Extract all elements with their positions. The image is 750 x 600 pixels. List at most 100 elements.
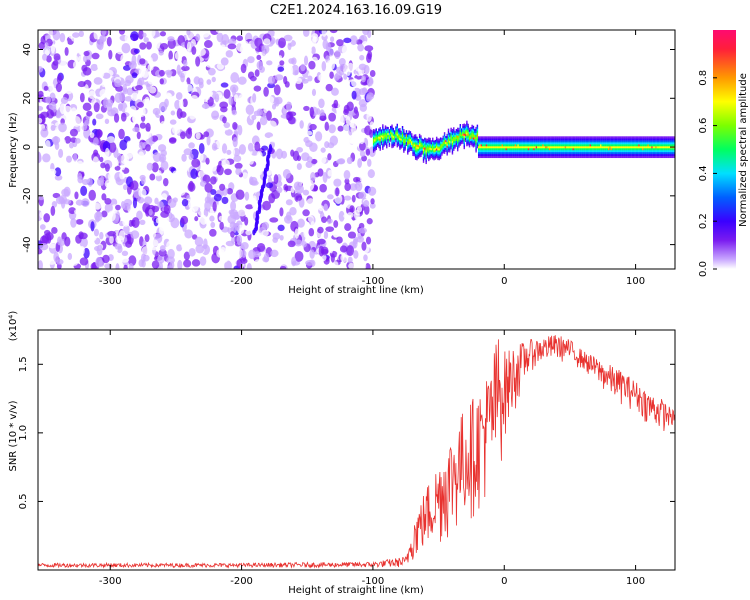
heatmap-cell [485, 136, 488, 139]
heatmap-cell [466, 144, 468, 147]
heatmap-cell [321, 30, 327, 37]
heatmap-cell [484, 136, 487, 139]
heatmap-cell [453, 144, 455, 148]
heatmap-cell [646, 144, 648, 147]
heatmap-cell [459, 135, 462, 138]
heatmap-cell [508, 155, 510, 159]
heatmap-cell [421, 150, 423, 153]
heatmap-cell [426, 152, 429, 155]
heatmap-cell [657, 142, 660, 145]
heatmap-cell [474, 132, 476, 135]
heatmap-cell [483, 151, 485, 155]
heatmap-cell [180, 215, 189, 225]
heatmap-cell [559, 153, 561, 157]
heatmap-cell [252, 93, 257, 103]
heatmap-cell [455, 138, 458, 142]
heatmap-cell [655, 146, 657, 149]
heatmap-cell [606, 148, 609, 151]
heatmap-cell [635, 148, 638, 151]
heatmap-cell [63, 186, 71, 198]
heatmap-cell [329, 30, 338, 34]
heatmap-cell [531, 155, 534, 159]
heatmap-cell [630, 138, 632, 141]
heatmap-cell [384, 129, 387, 132]
snr-x-ticks: -300 -200 -100 0 100 [99, 330, 645, 587]
heatmap-cell [520, 140, 522, 143]
heatmap-cell [458, 141, 460, 144]
heatmap-cell [293, 181, 302, 191]
heatmap-cell [544, 138, 547, 141]
heatmap-cell [66, 155, 72, 163]
heatmap-cell [556, 146, 559, 149]
heatmap-cell [204, 40, 213, 48]
heatmap-cell [203, 207, 209, 218]
heatmap-cell [608, 148, 610, 151]
heatmap-cell [38, 260, 43, 269]
heatmap-cell [416, 140, 418, 143]
heatmap-cell [396, 141, 399, 144]
heatmap-cell [648, 142, 651, 145]
heatmap-cell [583, 140, 585, 143]
heatmap-cell [44, 34, 51, 40]
heatmap-cell [517, 136, 519, 139]
heatmap-cell [95, 256, 103, 268]
heatmap-cell [577, 142, 580, 145]
heatmap-cell [562, 155, 564, 159]
heatmap-cell [606, 151, 609, 155]
heatmap-cell [526, 153, 529, 157]
heatmap-cell [99, 156, 104, 163]
heatmap-cell [563, 142, 565, 145]
heatmap-cell [438, 158, 441, 161]
heatmap-cell [64, 46, 69, 56]
heatmap-cell [383, 142, 385, 145]
heatmap-cell [327, 153, 332, 161]
heatmap-cell [587, 142, 589, 145]
heatmap-cell [653, 151, 656, 155]
heatmap-cell [164, 92, 172, 99]
heatmap-cell [387, 130, 389, 134]
heatmap-cell [477, 138, 480, 141]
heatmap-cell [445, 141, 447, 145]
heatmap-cell [527, 146, 530, 149]
heatmap-cell [539, 146, 542, 149]
heatmap-cell [346, 212, 354, 218]
heatmap-cell [562, 148, 564, 151]
heatmap-cell [140, 67, 150, 78]
heatmap-cell [636, 144, 639, 147]
heatmap-cell [327, 218, 333, 224]
heatmap-cell [590, 140, 593, 143]
heatmap-cell [667, 148, 669, 151]
heatmap-cell [604, 151, 606, 155]
heatmap-cell [294, 228, 300, 239]
heatmap-cell [564, 151, 567, 155]
heatmap-cell [501, 149, 504, 153]
heatmap-cell [124, 79, 132, 87]
heatmap-cell [489, 153, 492, 157]
heatmap-cell [589, 146, 592, 149]
heatmap-cell [332, 261, 339, 269]
heatmap-cell [638, 146, 640, 149]
heatmap-cell [359, 54, 365, 61]
heatmap-cell [605, 149, 607, 153]
heatmap-cell [399, 147, 401, 150]
heatmap-cell [383, 138, 385, 141]
heatmap-cell [539, 153, 542, 157]
heatmap-cell [429, 157, 431, 160]
heatmap-cell [247, 56, 255, 64]
heatmap-cell [200, 31, 210, 38]
heatmap-cell [251, 114, 257, 121]
heatmap-cell [328, 112, 336, 122]
heatmap-cell [188, 180, 194, 191]
heatmap-cell [523, 155, 526, 159]
heatmap-cell [393, 141, 396, 145]
heatmap-cell [441, 147, 443, 150]
heatmap-cell [363, 254, 368, 262]
heatmap-cell [505, 138, 508, 141]
heatmap-cell [458, 133, 460, 136]
heatmap-cell [495, 136, 497, 139]
heatmap-cell [449, 146, 451, 149]
heatmap-cell [443, 138, 446, 141]
heatmap-cell [601, 142, 603, 145]
heatmap-cell [644, 153, 647, 157]
heatmap-cell [663, 151, 665, 155]
